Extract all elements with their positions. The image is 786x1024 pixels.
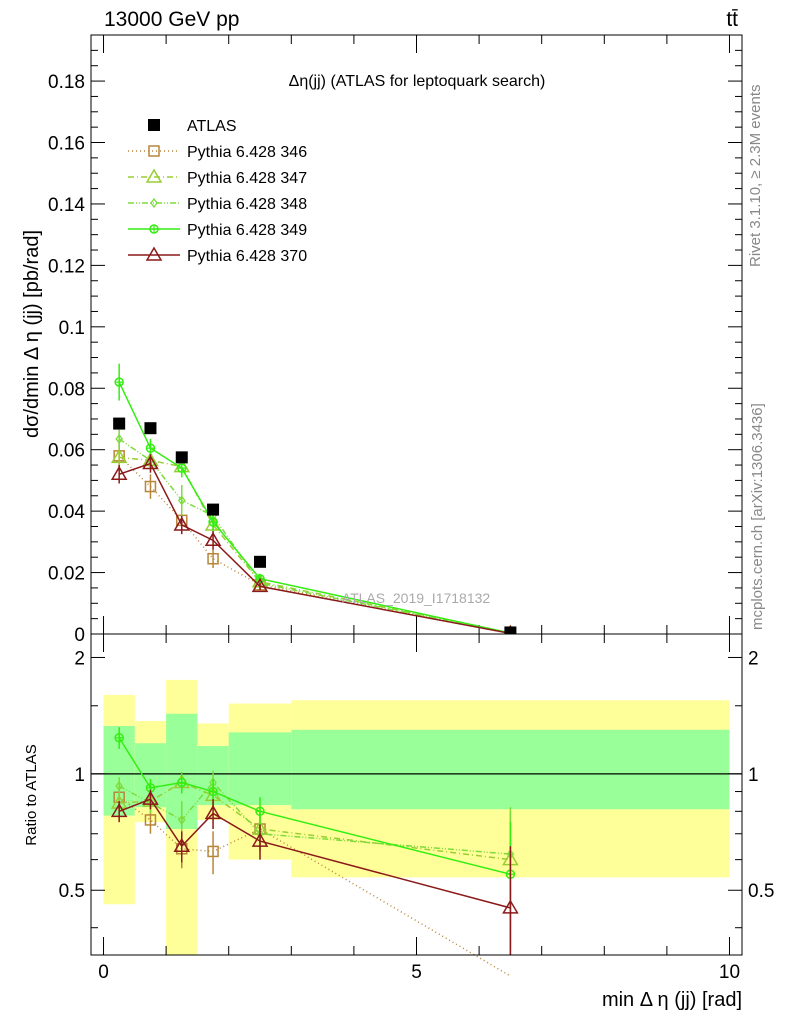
data-point [251,577,269,593]
legend-entry-pythia-6-428-348: Pythia 6.428 348 [128,196,307,213]
data-point [204,531,222,547]
data-point [142,455,159,470]
x-tick-label: 10 [719,962,740,983]
data-point [110,465,128,481]
main-y-tick-label: 0.16 [48,134,85,155]
ratio-data-point [204,804,222,820]
data-point [114,377,124,387]
stat-band [291,729,730,810]
rivet-version-label: Rivet 3.1.10, ≥ 2.3M events [747,85,764,268]
data-point [208,517,218,527]
main-y-tick-label: 0.12 [48,256,85,277]
legend-marker [148,145,160,157]
legend-label: Pythia 6.428 348 [187,196,307,213]
series-line-pythia-6-428-349 [118,381,511,634]
ratio-y-tick-label-left: 2 [74,648,85,669]
data-point [145,443,156,453]
data-point [110,448,128,464]
legend-marker [150,197,158,209]
mcplots-label: mcplots.cern.ch [arXiv:1306.3436] [749,403,766,630]
legend-label: Pythia 6.428 349 [187,222,307,239]
legend: ATLAS Pythia 6.428 346 Pythia 6.428 347 Pyt… [128,118,307,265]
legend-marker [148,119,160,131]
ratio-data-point [173,837,191,852]
ratio-data-point [208,786,218,797]
ratio-data-point [502,899,519,914]
legend-marker [145,246,163,261]
header-energy-label: 13000 GeV pp [104,8,239,31]
ratio-data-point [115,780,123,792]
ratio-data-point [251,832,269,847]
ratio-y-axis-label: Ratio to ATLAS [23,744,40,845]
data-point [173,516,191,531]
data-point [254,555,267,568]
main-y-tick-label: 0.04 [48,502,85,523]
main-y-axis-label: dσ/dmin Δ η (jj) [pb/rad] [21,230,43,438]
ratio-data-point [142,790,159,805]
ratio-data-point [255,806,265,817]
legend-entry-pythia-6-428-347: Pythia 6.428 347 [128,168,307,187]
data-point [177,463,187,473]
legend-label: Pythia 6.428 347 [187,170,307,187]
x-tick-label: 0 [98,962,109,983]
main-y-tick-label: 0.14 [48,195,85,216]
legend-label: Pythia 6.428 346 [187,144,307,161]
main-y-tick-label: 0.1 [59,318,85,339]
series-line-pythia-6-428-348 [118,438,511,634]
data-point [177,495,186,506]
ratio-y-tick-label-left: 1 [74,765,85,786]
legend-entry-pythia-6-428-346: Pythia 6.428 346 [128,144,307,161]
main-y-tick-label: 0.02 [48,564,85,585]
header-process-label: tt̄ [726,8,738,31]
ratio-axis-ticks: 0.5 0.5 1 1 2 2 0 5 10 [59,634,774,983]
ratio-y-tick-label-right: 2 [748,648,759,669]
data-point [207,552,219,565]
ratio-series-line [118,737,511,875]
stat-band [228,732,292,806]
legend-entry-pythia-6-428-370: Pythia 6.428 370 [128,246,307,265]
ratio-y-tick-label-left: 0.5 [59,881,85,902]
legend-entry-atlas: ATLAS [148,118,237,135]
legend-marker [145,168,163,183]
main-y-tick-label: 0.06 [48,441,85,462]
ratio-data-point [177,814,186,826]
ratio-series-group [110,727,519,977]
x-axis-label: min Δ η (jj) [rad] [602,989,742,1011]
legend-label: Pythia 6.428 370 [187,248,307,265]
ratio-y-tick-label-right: 0.5 [748,881,774,902]
main-y-tick-label: 0.18 [48,72,85,93]
ratio-data-point [114,732,124,743]
legend-entry-pythia-6-428-349: Pythia 6.428 349 [128,222,307,239]
data-point [175,451,188,464]
main-plot-title: Δη(jj) (ATLAS for leptoquark search) [289,73,546,90]
main-axis-ticks: 0 0.02 0.04 0.06 0.08 0.1 0.12 0.14 0.16 0.18 [48,35,742,646]
ratio-plot-panel: 0.5 0.5 1 1 2 2 0 5 10 Ratio to ATLAS min Δ η (j… [23,633,774,1011]
ratio-plot-frame [90,633,743,956]
ratio-data-point [144,814,157,826]
ratio-data-point [207,845,219,858]
data-point [144,422,157,435]
main-y-tick-label: 0 [74,625,85,646]
ratio-series-pythia-6-428-370 [110,789,519,955]
x-tick-label: 5 [411,962,422,983]
main-plot-panel: 0 0.02 0.04 0.06 0.08 0.1 0.12 0.14 0.16 0.18 Δη(… [21,34,743,646]
data-point [113,417,126,430]
data-point [115,433,123,445]
analysis-watermark: ATLAS_2019_I1718132 [342,590,491,606]
ratio-y-tick-label-right: 1 [748,765,759,786]
data-point [207,503,220,516]
main-y-tick-label: 0.08 [48,379,85,400]
legend-label: ATLAS [187,118,237,135]
ratio-data-point [110,802,128,818]
ratio-data-point [177,777,187,788]
data-point [144,480,157,493]
legend-marker [149,224,159,234]
